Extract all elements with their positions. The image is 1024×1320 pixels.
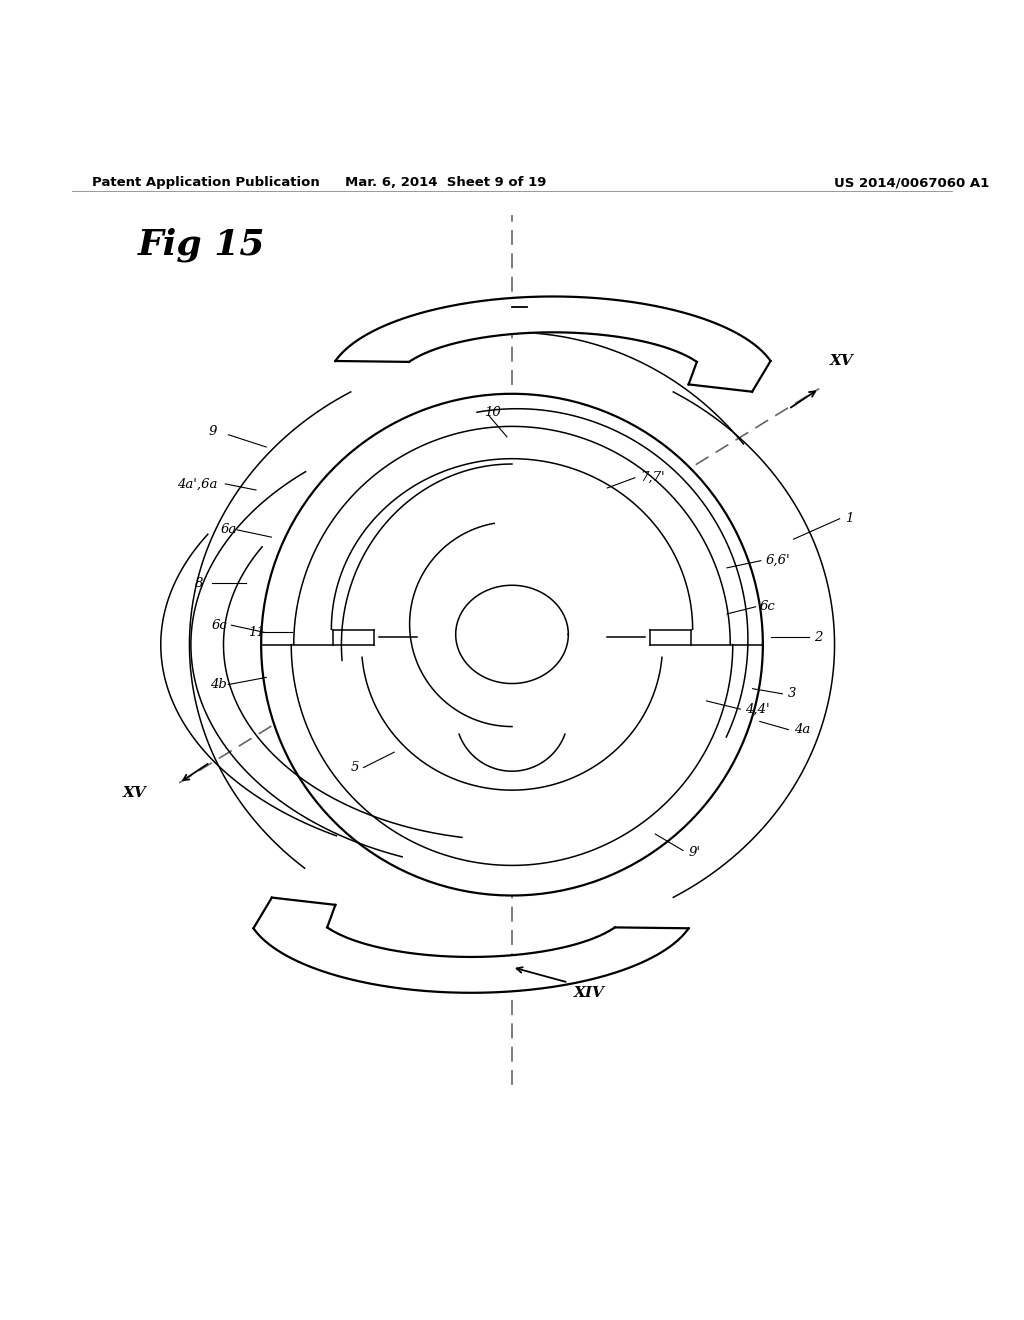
- Text: 2: 2: [814, 631, 822, 644]
- Text: 4a: 4a: [794, 723, 810, 737]
- Text: 7,7': 7,7': [640, 471, 665, 484]
- Text: XIV: XIV: [573, 986, 604, 999]
- Text: 6,6': 6,6': [766, 554, 791, 568]
- Text: 5: 5: [350, 762, 358, 774]
- Text: XIV: XIV: [538, 309, 568, 323]
- Polygon shape: [335, 297, 771, 362]
- Text: 8: 8: [195, 577, 203, 590]
- Text: US 2014/0067060 A1: US 2014/0067060 A1: [834, 177, 989, 189]
- Text: 3: 3: [787, 688, 796, 701]
- Text: 4b: 4b: [210, 678, 226, 692]
- Text: XV: XV: [829, 354, 853, 368]
- Text: 11: 11: [248, 626, 264, 639]
- Text: Fig 15: Fig 15: [138, 227, 266, 261]
- Text: 6c: 6c: [760, 601, 775, 614]
- Text: 6a: 6a: [220, 524, 237, 536]
- Text: 4,4': 4,4': [745, 702, 770, 715]
- Polygon shape: [261, 644, 763, 895]
- Text: 9: 9: [209, 425, 217, 438]
- Text: 9': 9': [688, 846, 700, 859]
- Text: Patent Application Publication: Patent Application Publication: [92, 177, 319, 189]
- Text: Mar. 6, 2014  Sheet 9 of 19: Mar. 6, 2014 Sheet 9 of 19: [345, 177, 546, 189]
- Text: 10: 10: [484, 405, 501, 418]
- Polygon shape: [253, 928, 689, 993]
- Text: XV: XV: [123, 787, 146, 800]
- Polygon shape: [261, 393, 763, 895]
- Text: 4a',6a: 4a',6a: [177, 478, 217, 490]
- Text: 6c: 6c: [212, 619, 227, 632]
- Polygon shape: [261, 393, 763, 644]
- Text: 1: 1: [845, 512, 853, 525]
